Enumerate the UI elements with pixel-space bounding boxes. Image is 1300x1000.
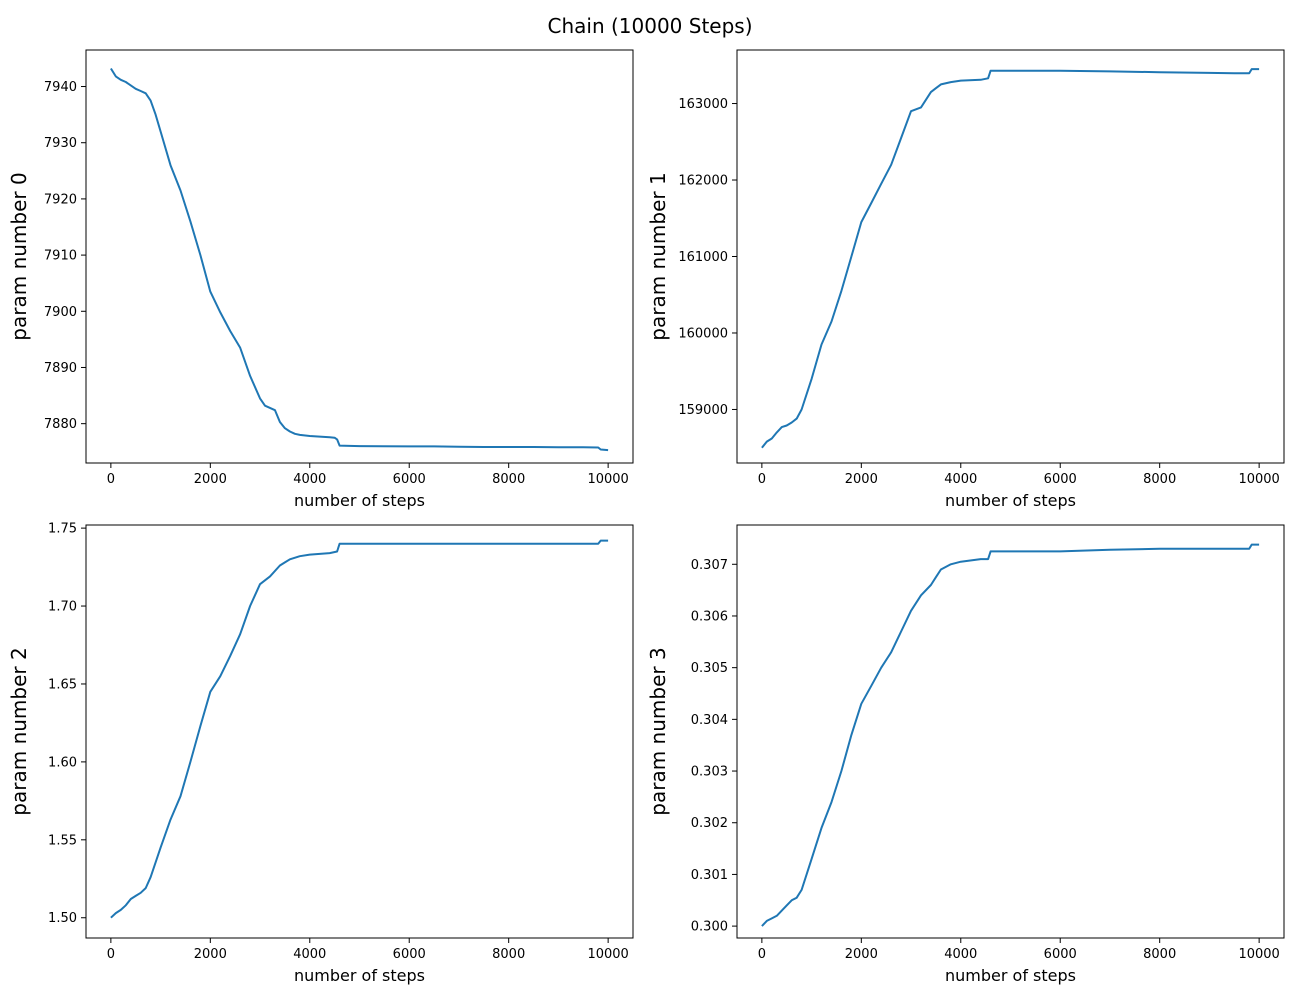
x-axis-label: number of steps	[945, 966, 1076, 985]
x-tick-label: 10000	[1238, 472, 1279, 487]
x-tick-label: 6000	[1044, 947, 1077, 962]
x-tick-label: 2000	[845, 947, 878, 962]
y-tick-label: 0.306	[691, 609, 728, 624]
y-tick-label: 7890	[44, 361, 77, 376]
y-tick-label: 160000	[678, 326, 728, 341]
y-tick-label: 0.305	[691, 661, 728, 676]
x-axis-label: number of steps	[294, 491, 425, 510]
axes-frame-0	[85, 49, 634, 464]
x-tick-label: 2000	[194, 472, 227, 487]
figure-title: Chain (10000 Steps)	[547, 14, 753, 38]
y-tick-label: 0.303	[691, 765, 728, 780]
x-tick-label: 4000	[944, 947, 977, 962]
x-tick-label: 4000	[944, 472, 977, 487]
x-tick-label: 2000	[194, 947, 227, 962]
x-tick-label: 0	[107, 472, 115, 487]
y-tick-label: 7920	[44, 192, 77, 207]
y-tick-label: 7910	[44, 249, 77, 264]
series-line-2-0	[110, 539, 609, 919]
x-tick-label: 8000	[492, 472, 525, 487]
x-tick-label: 2000	[845, 472, 878, 487]
subplot-2: 0 2000 4000 6000 8000 10000 1.50 1.55 1.60 1.65 1.…	[7, 522, 634, 985]
y-tick-label: 0.301	[691, 868, 728, 883]
x-tick-label: 4000	[293, 947, 326, 962]
y-tick-label: 1.50	[48, 911, 77, 926]
x-tick-label: 10000	[587, 472, 628, 487]
y-tick-label: 0.304	[691, 713, 728, 728]
y-tick-label: 7900	[44, 305, 77, 320]
x-axis-label: number of steps	[945, 491, 1076, 510]
y-tick-label: 7930	[44, 136, 77, 151]
y-tick-label: 1.75	[48, 522, 77, 537]
x-tick-label: 0	[758, 947, 766, 962]
series-line-3-0	[761, 543, 1260, 927]
axes-frame-3	[736, 524, 1285, 939]
series-line-0-0	[110, 67, 609, 452]
x-tick-label: 10000	[587, 947, 628, 962]
y-tick-label: 7940	[44, 80, 77, 95]
axes-frame-2	[85, 524, 634, 939]
y-tick-label: 1.60	[48, 755, 77, 770]
x-axis-label: number of steps	[294, 966, 425, 985]
x-tick-label: 6000	[1044, 472, 1077, 487]
y-axis-label: param number 1	[646, 172, 670, 340]
x-tick-label: 10000	[1238, 947, 1279, 962]
x-tick-label: 8000	[1143, 472, 1176, 487]
y-axis-label: param number 2	[7, 647, 31, 815]
y-tick-label: 0.307	[691, 558, 728, 573]
y-tick-label: 0.302	[691, 816, 728, 831]
y-axis-label: param number 0	[7, 172, 31, 340]
x-tick-label: 4000	[293, 472, 326, 487]
y-tick-label: 161000	[678, 250, 728, 265]
x-tick-label: 8000	[492, 947, 525, 962]
y-tick-label: 163000	[678, 97, 728, 112]
y-tick-label: 162000	[678, 174, 728, 189]
y-tick-label: 7880	[44, 417, 77, 432]
y-tick-label: 1.55	[48, 833, 77, 848]
y-tick-label: 1.65	[48, 677, 77, 692]
x-tick-label: 6000	[393, 472, 426, 487]
subplot-0: 0 2000 4000 6000 8000 10000 7880 7890 7900 7910 79…	[7, 49, 634, 510]
x-tick-label: 0	[107, 947, 115, 962]
y-axis-label: param number 3	[646, 647, 670, 815]
x-tick-label: 0	[758, 472, 766, 487]
axes-frame-1	[736, 49, 1285, 464]
y-tick-label: 1.70	[48, 600, 77, 615]
x-tick-label: 6000	[393, 947, 426, 962]
y-tick-label: 159000	[678, 403, 728, 418]
x-tick-label: 8000	[1143, 947, 1176, 962]
y-tick-label: 0.300	[691, 920, 728, 935]
subplot-3: 0 2000 4000 6000 8000 10000 0.300 0.301 0.302 0.3…	[646, 524, 1285, 985]
subplot-1: 0 2000 4000 6000 8000 10000 159000 160000 161000…	[646, 49, 1285, 510]
series-line-1-0	[761, 68, 1260, 449]
